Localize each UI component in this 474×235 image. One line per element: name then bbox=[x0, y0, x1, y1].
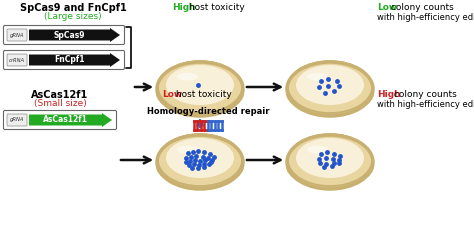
Ellipse shape bbox=[307, 73, 328, 81]
Text: gRNA: gRNA bbox=[10, 32, 24, 38]
Text: (Large sizes): (Large sizes) bbox=[44, 12, 102, 21]
Ellipse shape bbox=[296, 138, 364, 178]
Text: colony counts: colony counts bbox=[392, 90, 457, 99]
Ellipse shape bbox=[156, 71, 244, 115]
Text: AsCas12f1: AsCas12f1 bbox=[43, 115, 88, 125]
Ellipse shape bbox=[307, 146, 328, 153]
Text: Low: Low bbox=[162, 90, 182, 99]
Text: colony counts: colony counts bbox=[388, 3, 454, 12]
Ellipse shape bbox=[288, 134, 372, 186]
FancyBboxPatch shape bbox=[7, 54, 27, 66]
Ellipse shape bbox=[166, 138, 234, 178]
Ellipse shape bbox=[156, 144, 244, 188]
Text: with high-efficiency editing: with high-efficiency editing bbox=[377, 13, 474, 22]
FancyBboxPatch shape bbox=[3, 26, 125, 44]
Text: host toxicity: host toxicity bbox=[173, 90, 231, 99]
FancyArrow shape bbox=[29, 53, 120, 67]
Text: with high-efficiency editing: with high-efficiency editing bbox=[377, 100, 474, 109]
Ellipse shape bbox=[158, 134, 242, 186]
Text: FnCpf1: FnCpf1 bbox=[54, 55, 85, 64]
Text: Homology-directed repair: Homology-directed repair bbox=[147, 107, 269, 116]
Ellipse shape bbox=[286, 144, 374, 188]
Ellipse shape bbox=[166, 65, 234, 105]
Text: host toxicity: host toxicity bbox=[186, 3, 245, 12]
FancyArrow shape bbox=[29, 28, 120, 42]
Ellipse shape bbox=[296, 65, 364, 105]
Text: High: High bbox=[172, 3, 196, 12]
FancyBboxPatch shape bbox=[3, 110, 117, 129]
FancyBboxPatch shape bbox=[7, 29, 27, 41]
Ellipse shape bbox=[177, 146, 198, 153]
Text: SpCas9: SpCas9 bbox=[54, 31, 85, 39]
Text: High: High bbox=[377, 90, 401, 99]
Text: AsCas12f1: AsCas12f1 bbox=[31, 90, 89, 100]
Text: SpCas9 and FnCpf1: SpCas9 and FnCpf1 bbox=[19, 3, 127, 13]
Text: Low: Low bbox=[377, 3, 397, 12]
Ellipse shape bbox=[286, 71, 374, 115]
Ellipse shape bbox=[158, 61, 242, 113]
FancyArrow shape bbox=[29, 113, 112, 127]
Text: gRNA: gRNA bbox=[10, 118, 24, 122]
FancyBboxPatch shape bbox=[3, 51, 125, 70]
Ellipse shape bbox=[177, 73, 198, 81]
Text: crRNA: crRNA bbox=[9, 58, 25, 63]
Text: (Small size): (Small size) bbox=[34, 99, 86, 108]
FancyBboxPatch shape bbox=[7, 114, 27, 126]
Ellipse shape bbox=[288, 61, 372, 113]
